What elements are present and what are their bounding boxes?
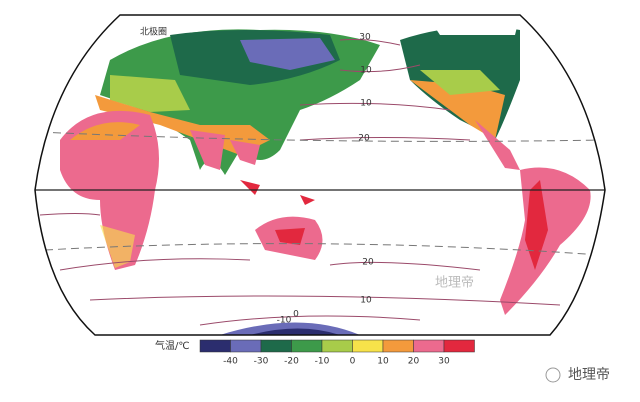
isotherm-label: 0 — [293, 310, 299, 320]
brand-icon — [545, 367, 561, 383]
legend-swatch — [321, 339, 353, 353]
legend-swatch — [291, 339, 323, 353]
legend-tick-label: -10 — [315, 357, 330, 367]
legend-tick-label: -20 — [284, 357, 299, 367]
legend-tick-label: 0 — [350, 357, 356, 367]
legend-swatch — [413, 339, 445, 353]
legend-tick-label: 30 — [438, 357, 450, 367]
isotherm-label: 20 — [358, 134, 370, 144]
isotherm-label: 10 — [360, 296, 372, 306]
brand: 地理帝 — [568, 367, 610, 383]
legend-swatch — [382, 339, 414, 353]
legend-swatch — [352, 339, 384, 353]
isotherm-label: 10 — [360, 99, 372, 109]
legend-tick-label: 10 — [377, 357, 389, 367]
map-body — [35, 26, 605, 335]
legend-swatch — [230, 339, 262, 353]
legend-swatch — [199, 339, 231, 353]
isotherm-label: -10 — [277, 316, 292, 326]
isotherm-labels: 30 10 10 20 20 10 0-10 — [277, 33, 374, 326]
isotherm-label: 10 — [360, 66, 372, 76]
legend: -40 -30 -20 -10 0 10 20 30 — [199, 339, 475, 367]
legend-title: 气温/℃ — [155, 339, 190, 352]
isotherm-label: 20 — [362, 258, 374, 268]
map-outline — [34, 14, 606, 336]
watermark: 地理帝 — [435, 275, 474, 291]
legend-tick-label: -40 — [223, 357, 238, 367]
arctic-circle-label: 北极圈 — [140, 26, 167, 38]
legend-tick-label: 20 — [408, 357, 420, 367]
legend-tick-label: -30 — [254, 357, 269, 367]
legend-swatch — [443, 339, 475, 353]
isotherm-label: 30 — [359, 33, 371, 43]
legend-swatch — [260, 339, 292, 353]
